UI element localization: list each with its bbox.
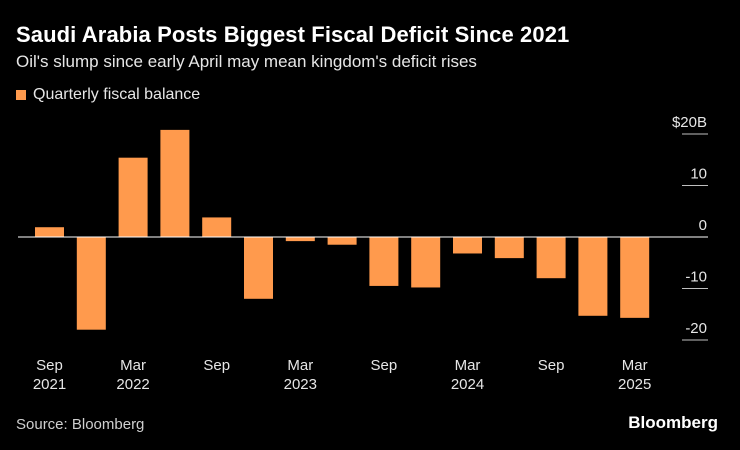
x-tick-month: Sep [538, 357, 565, 374]
bar-sep-2023 [369, 237, 399, 286]
bar-sep-2024 [536, 237, 566, 279]
x-tick-month: Mar [287, 357, 313, 374]
bar-mar-2025 [620, 237, 650, 318]
bar-dec-2021 [76, 237, 106, 330]
y-tick-label: -10 [685, 269, 707, 286]
bar-dec-2022 [244, 237, 273, 299]
x-tick-year: 2025 [618, 376, 651, 393]
legend: Quarterly fiscal balance [16, 86, 200, 104]
x-tick-month: Sep [203, 357, 230, 374]
y-tick-label: -20 [685, 320, 707, 337]
bar-dec-2023 [411, 237, 441, 288]
x-tick-year: 2022 [116, 376, 149, 393]
legend-label: Quarterly fiscal balance [33, 86, 201, 103]
x-tick-year: 2024 [451, 376, 484, 393]
x-tick-year: 2021 [33, 376, 66, 393]
bar-jun-2022 [160, 129, 190, 237]
bar-sep-2022 [202, 217, 232, 237]
bar-jun-2024 [494, 237, 524, 259]
y-tick-label: 10 [690, 166, 707, 183]
x-tick-year: 2023 [284, 376, 317, 393]
x-tick-month: Sep [371, 357, 398, 374]
x-tick-month: Mar [120, 357, 146, 374]
bloomberg-logo: Bloomberg [628, 413, 718, 432]
chart-title: Saudi Arabia Posts Biggest Fiscal Defici… [16, 22, 570, 47]
source-note: Source: Bloomberg [16, 416, 145, 433]
bar-sep-2021 [35, 227, 64, 237]
x-tick-month: Mar [455, 357, 481, 374]
chart-subtitle: Oil's slump since early April may mean k… [16, 52, 477, 71]
bar-mar-2022 [118, 157, 148, 237]
bar-jun-2023 [327, 237, 357, 245]
legend-swatch [16, 90, 26, 100]
y-tick-label: 0 [699, 217, 707, 234]
x-tick-month: Sep [36, 357, 63, 374]
bar-mar-2024 [453, 237, 482, 254]
y-tick-label: $20B [672, 114, 707, 131]
bar-mar-2023 [285, 237, 315, 242]
bar-dec-2024 [578, 237, 608, 316]
x-tick-month: Mar [622, 357, 648, 374]
